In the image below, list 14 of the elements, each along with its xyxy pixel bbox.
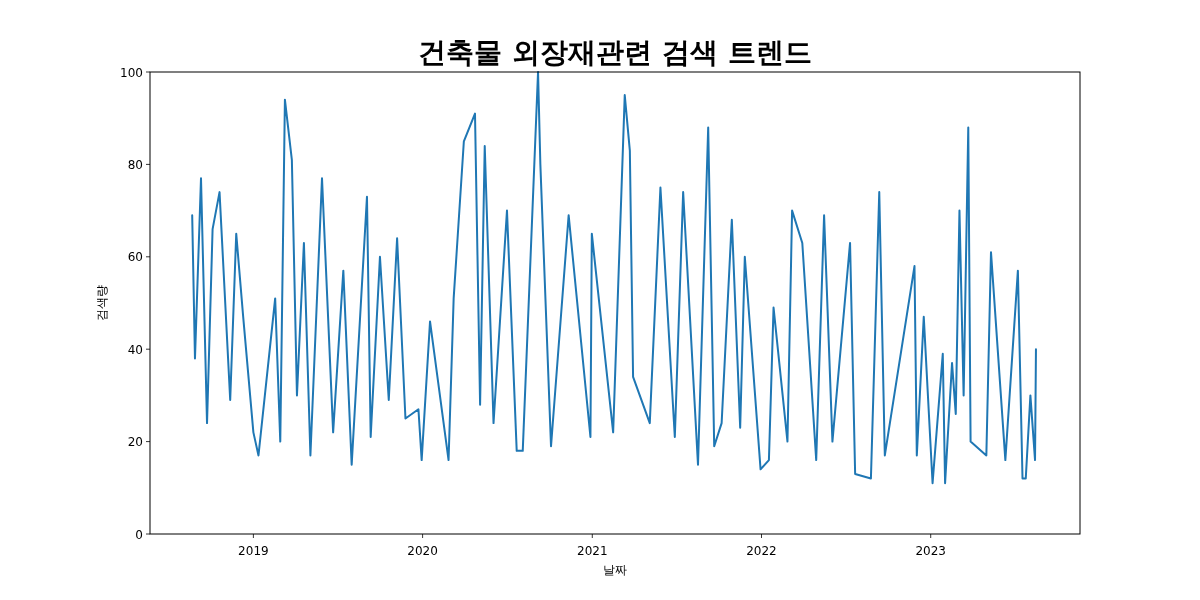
y-axis-title: 검색량 bbox=[95, 285, 109, 321]
y-tick-label: 80 bbox=[127, 157, 143, 172]
x-tick-label: 2020 bbox=[407, 544, 438, 558]
x-tick-label: 2019 bbox=[238, 544, 269, 558]
y-tick-label: 20 bbox=[127, 435, 143, 450]
chart-title: 건축물 외장재관련 검색 트렌드 bbox=[418, 36, 812, 69]
x-axis-title: 날짜 bbox=[603, 563, 627, 577]
y-tick-label: 60 bbox=[127, 250, 143, 265]
y-tick-label: 100 bbox=[120, 65, 143, 80]
y-tick-label: 40 bbox=[127, 342, 143, 357]
x-tick-label: 2022 bbox=[746, 544, 777, 558]
y-tick-label: 0 bbox=[135, 527, 143, 542]
x-tick-label: 2021 bbox=[577, 544, 608, 558]
x-tick-label: 2023 bbox=[915, 544, 946, 558]
